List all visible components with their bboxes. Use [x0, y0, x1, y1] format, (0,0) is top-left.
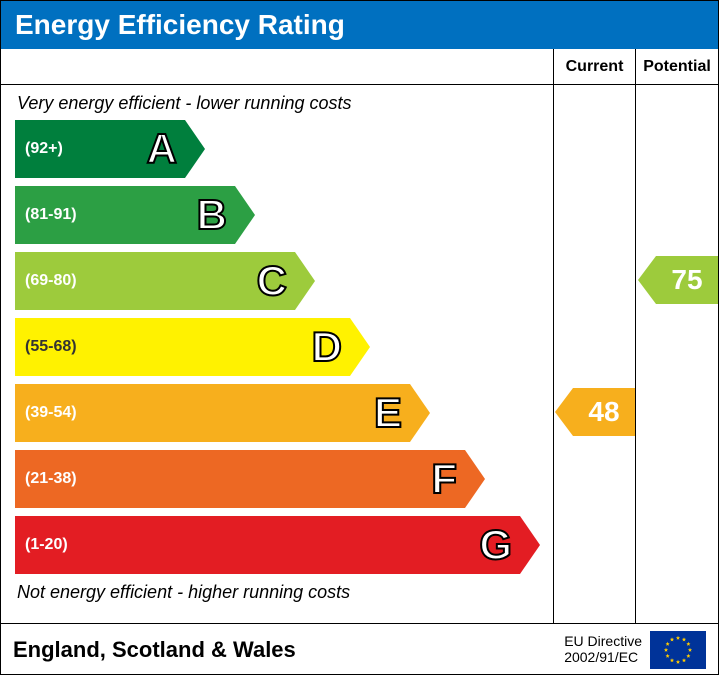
- band-letter-g: G: [479, 521, 512, 569]
- caption-inefficient: Not energy efficient - higher running co…: [1, 582, 553, 603]
- band-arrow-b: [235, 186, 255, 244]
- band-letter-c: C: [257, 257, 287, 305]
- band-bar-c: (69-80) C: [15, 252, 295, 310]
- potential-pointer-value: 75: [671, 264, 702, 296]
- band-row-c: (69-80) C: [15, 252, 553, 310]
- band-bar-a: (92+) A: [15, 120, 185, 178]
- directive-line2: 2002/91/EC: [564, 649, 638, 665]
- band-range-f: (21-38): [25, 470, 77, 488]
- current-pointer: 48: [573, 388, 635, 436]
- chart-body: Very energy efficient - lower running co…: [1, 85, 718, 623]
- column-headers: Current Potential: [1, 49, 718, 85]
- band-row-f: (21-38) F: [15, 450, 553, 508]
- band-row-e: (39-54) E: [15, 384, 553, 442]
- chart-title: Energy Efficiency Rating: [1, 1, 718, 49]
- band-row-g: (1-20) G: [15, 516, 553, 574]
- band-letter-e: E: [374, 389, 402, 437]
- bands-column: Very energy efficient - lower running co…: [1, 85, 554, 623]
- band-bars: (92+) A (81-91) B (69-80) C (55-68) D (39-54) E (2…: [1, 120, 553, 574]
- band-letter-d: D: [312, 323, 342, 371]
- chart-footer: England, Scotland & Wales EU Directive 2…: [1, 623, 718, 675]
- header-spacer: [1, 49, 554, 84]
- band-arrow-d: [350, 318, 370, 376]
- band-bar-d: (55-68) D: [15, 318, 350, 376]
- potential-pointer-arrow: [638, 256, 656, 304]
- band-range-g: (1-20): [25, 536, 68, 554]
- current-column: 48: [554, 85, 636, 623]
- band-range-c: (69-80): [25, 272, 77, 290]
- band-row-b: (81-91) B: [15, 186, 553, 244]
- band-bar-b: (81-91) B: [15, 186, 235, 244]
- directive-line1: EU Directive: [564, 633, 642, 649]
- directive-block: EU Directive 2002/91/EC: [564, 631, 706, 669]
- band-bar-g: (1-20) G: [15, 516, 520, 574]
- band-bar-f: (21-38) F: [15, 450, 465, 508]
- band-range-b: (81-91): [25, 206, 77, 224]
- band-letter-a: A: [147, 125, 177, 173]
- directive-text: EU Directive 2002/91/EC: [564, 634, 642, 665]
- band-row-d: (55-68) D: [15, 318, 553, 376]
- current-pointer-arrow: [555, 388, 573, 436]
- column-header-potential: Potential: [636, 49, 718, 84]
- band-range-e: (39-54): [25, 404, 77, 422]
- band-arrow-f: [465, 450, 485, 508]
- epc-chart: Energy Efficiency Rating Current Potenti…: [0, 0, 719, 675]
- region-label: England, Scotland & Wales: [13, 637, 296, 663]
- potential-pointer: 75: [656, 256, 718, 304]
- column-header-current: Current: [554, 49, 636, 84]
- band-range-d: (55-68): [25, 338, 77, 356]
- band-letter-f: F: [431, 455, 457, 503]
- band-letter-b: B: [197, 191, 227, 239]
- current-pointer-value: 48: [588, 396, 619, 428]
- eu-flag-icon: [650, 631, 706, 669]
- caption-efficient: Very energy efficient - lower running co…: [1, 93, 553, 114]
- band-bar-e: (39-54) E: [15, 384, 410, 442]
- band-arrow-c: [295, 252, 315, 310]
- potential-column: 75: [636, 85, 718, 623]
- band-range-a: (92+): [25, 140, 63, 158]
- band-arrow-a: [185, 120, 205, 178]
- band-row-a: (92+) A: [15, 120, 553, 178]
- band-arrow-g: [520, 516, 540, 574]
- band-arrow-e: [410, 384, 430, 442]
